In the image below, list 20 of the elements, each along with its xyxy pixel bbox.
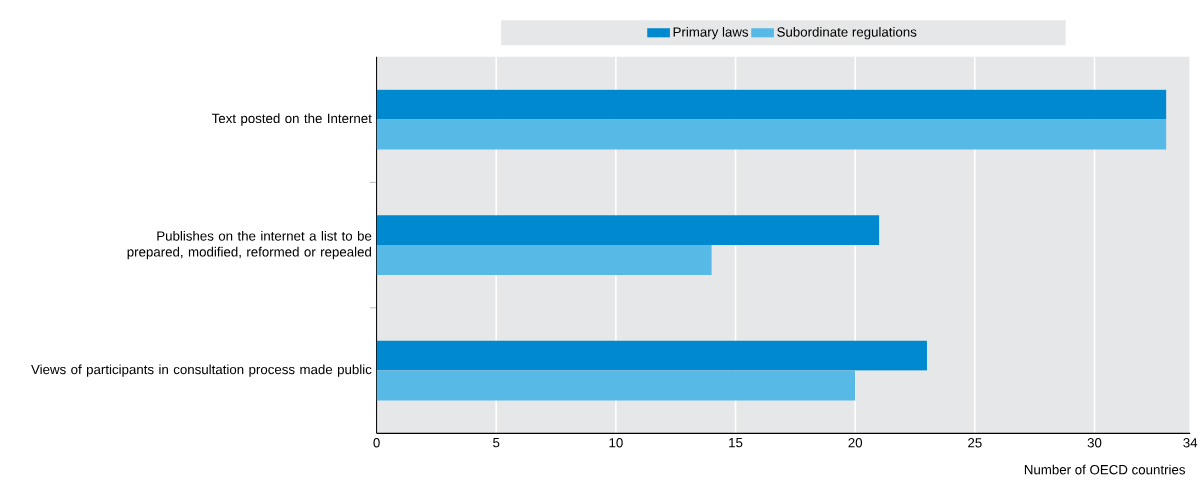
x-axis-title: Number of OECD countries — [1024, 464, 1185, 475]
x-tick-label: 20 — [848, 438, 863, 448]
legend-label: Primary laws — [673, 26, 749, 40]
bar — [376, 215, 880, 246]
bar — [376, 119, 1167, 150]
x-tick-label: 25 — [968, 438, 982, 448]
x-tick-label: 5 — [493, 438, 500, 448]
bar — [376, 340, 927, 371]
x-tick-label: 30 — [1087, 438, 1102, 448]
bar — [376, 89, 1167, 120]
y-tick-label: Publishes on the internet a list to be prepared, modified, reformed or repealed — [127, 230, 372, 260]
x-tick-label: 15 — [729, 438, 743, 448]
x-tick-label: 10 — [609, 438, 623, 448]
bar — [376, 245, 712, 275]
x-tick-label: 0 — [373, 438, 380, 448]
legend-label: Subordinate regulations — [777, 26, 917, 40]
y-tick-label: Views of participants in consultation process made public — [31, 364, 372, 377]
x-tick-label: 34 — [1183, 438, 1198, 448]
bar — [376, 370, 856, 401]
y-tick-label: Text posted on the Internet — [211, 113, 372, 126]
